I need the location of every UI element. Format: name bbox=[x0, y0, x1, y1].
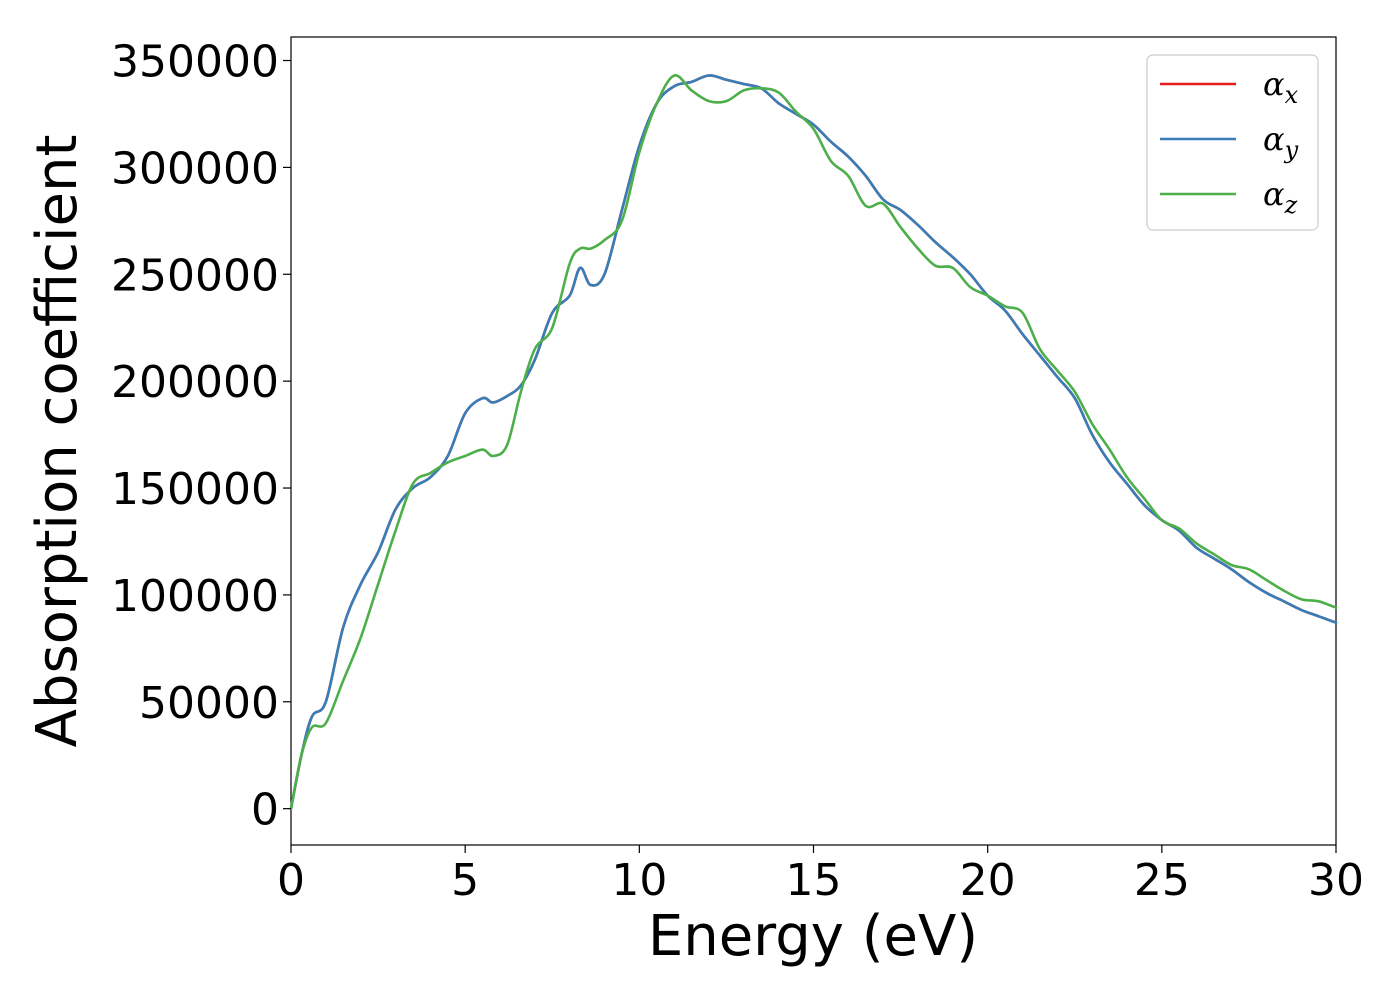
y-tick-label: 0 bbox=[251, 785, 279, 836]
y-tick-label: 150000 bbox=[111, 464, 279, 515]
x-axis: 0 5 10 15 20 25 30 bbox=[277, 845, 1364, 906]
legend-subscript: x bbox=[1285, 81, 1299, 109]
x-axis-title: Energy (eV) bbox=[648, 904, 978, 969]
legend-label: αy bbox=[1263, 120, 1299, 164]
legend-symbol: α bbox=[1263, 175, 1285, 213]
legend-label: αz bbox=[1263, 175, 1298, 219]
y-tick-label: 300000 bbox=[111, 143, 279, 194]
y-tick-label: 100000 bbox=[111, 571, 279, 622]
y-tick-label: 50000 bbox=[139, 678, 279, 729]
legend-label: αx bbox=[1263, 65, 1299, 109]
legend-symbol: α bbox=[1263, 120, 1285, 158]
x-tick-label: 5 bbox=[451, 855, 479, 906]
x-tick-label: 20 bbox=[960, 855, 1016, 906]
x-tick-label: 30 bbox=[1308, 855, 1364, 906]
series-lines bbox=[289, 74, 1338, 810]
legend-symbol: α bbox=[1263, 65, 1285, 103]
y-axis: 0 50000 100000 150000 200000 250000 300000 3500… bbox=[111, 37, 291, 836]
series-line-αz bbox=[289, 74, 1338, 810]
legend-subscript: z bbox=[1284, 191, 1298, 219]
legend-frame bbox=[1146, 54, 1319, 231]
y-tick-label: 250000 bbox=[111, 250, 279, 301]
x-tick-label: 25 bbox=[1134, 855, 1190, 906]
y-tick-label: 200000 bbox=[111, 357, 279, 408]
y-tick-label: 350000 bbox=[111, 37, 279, 88]
series-line-αy bbox=[289, 74, 1338, 810]
x-tick-label: 15 bbox=[786, 855, 842, 906]
y-axis-title: Absorption coefficient bbox=[25, 135, 90, 748]
legend-subscript: y bbox=[1284, 136, 1299, 164]
x-tick-label: 0 bbox=[277, 855, 305, 906]
x-tick-label: 10 bbox=[611, 855, 667, 906]
